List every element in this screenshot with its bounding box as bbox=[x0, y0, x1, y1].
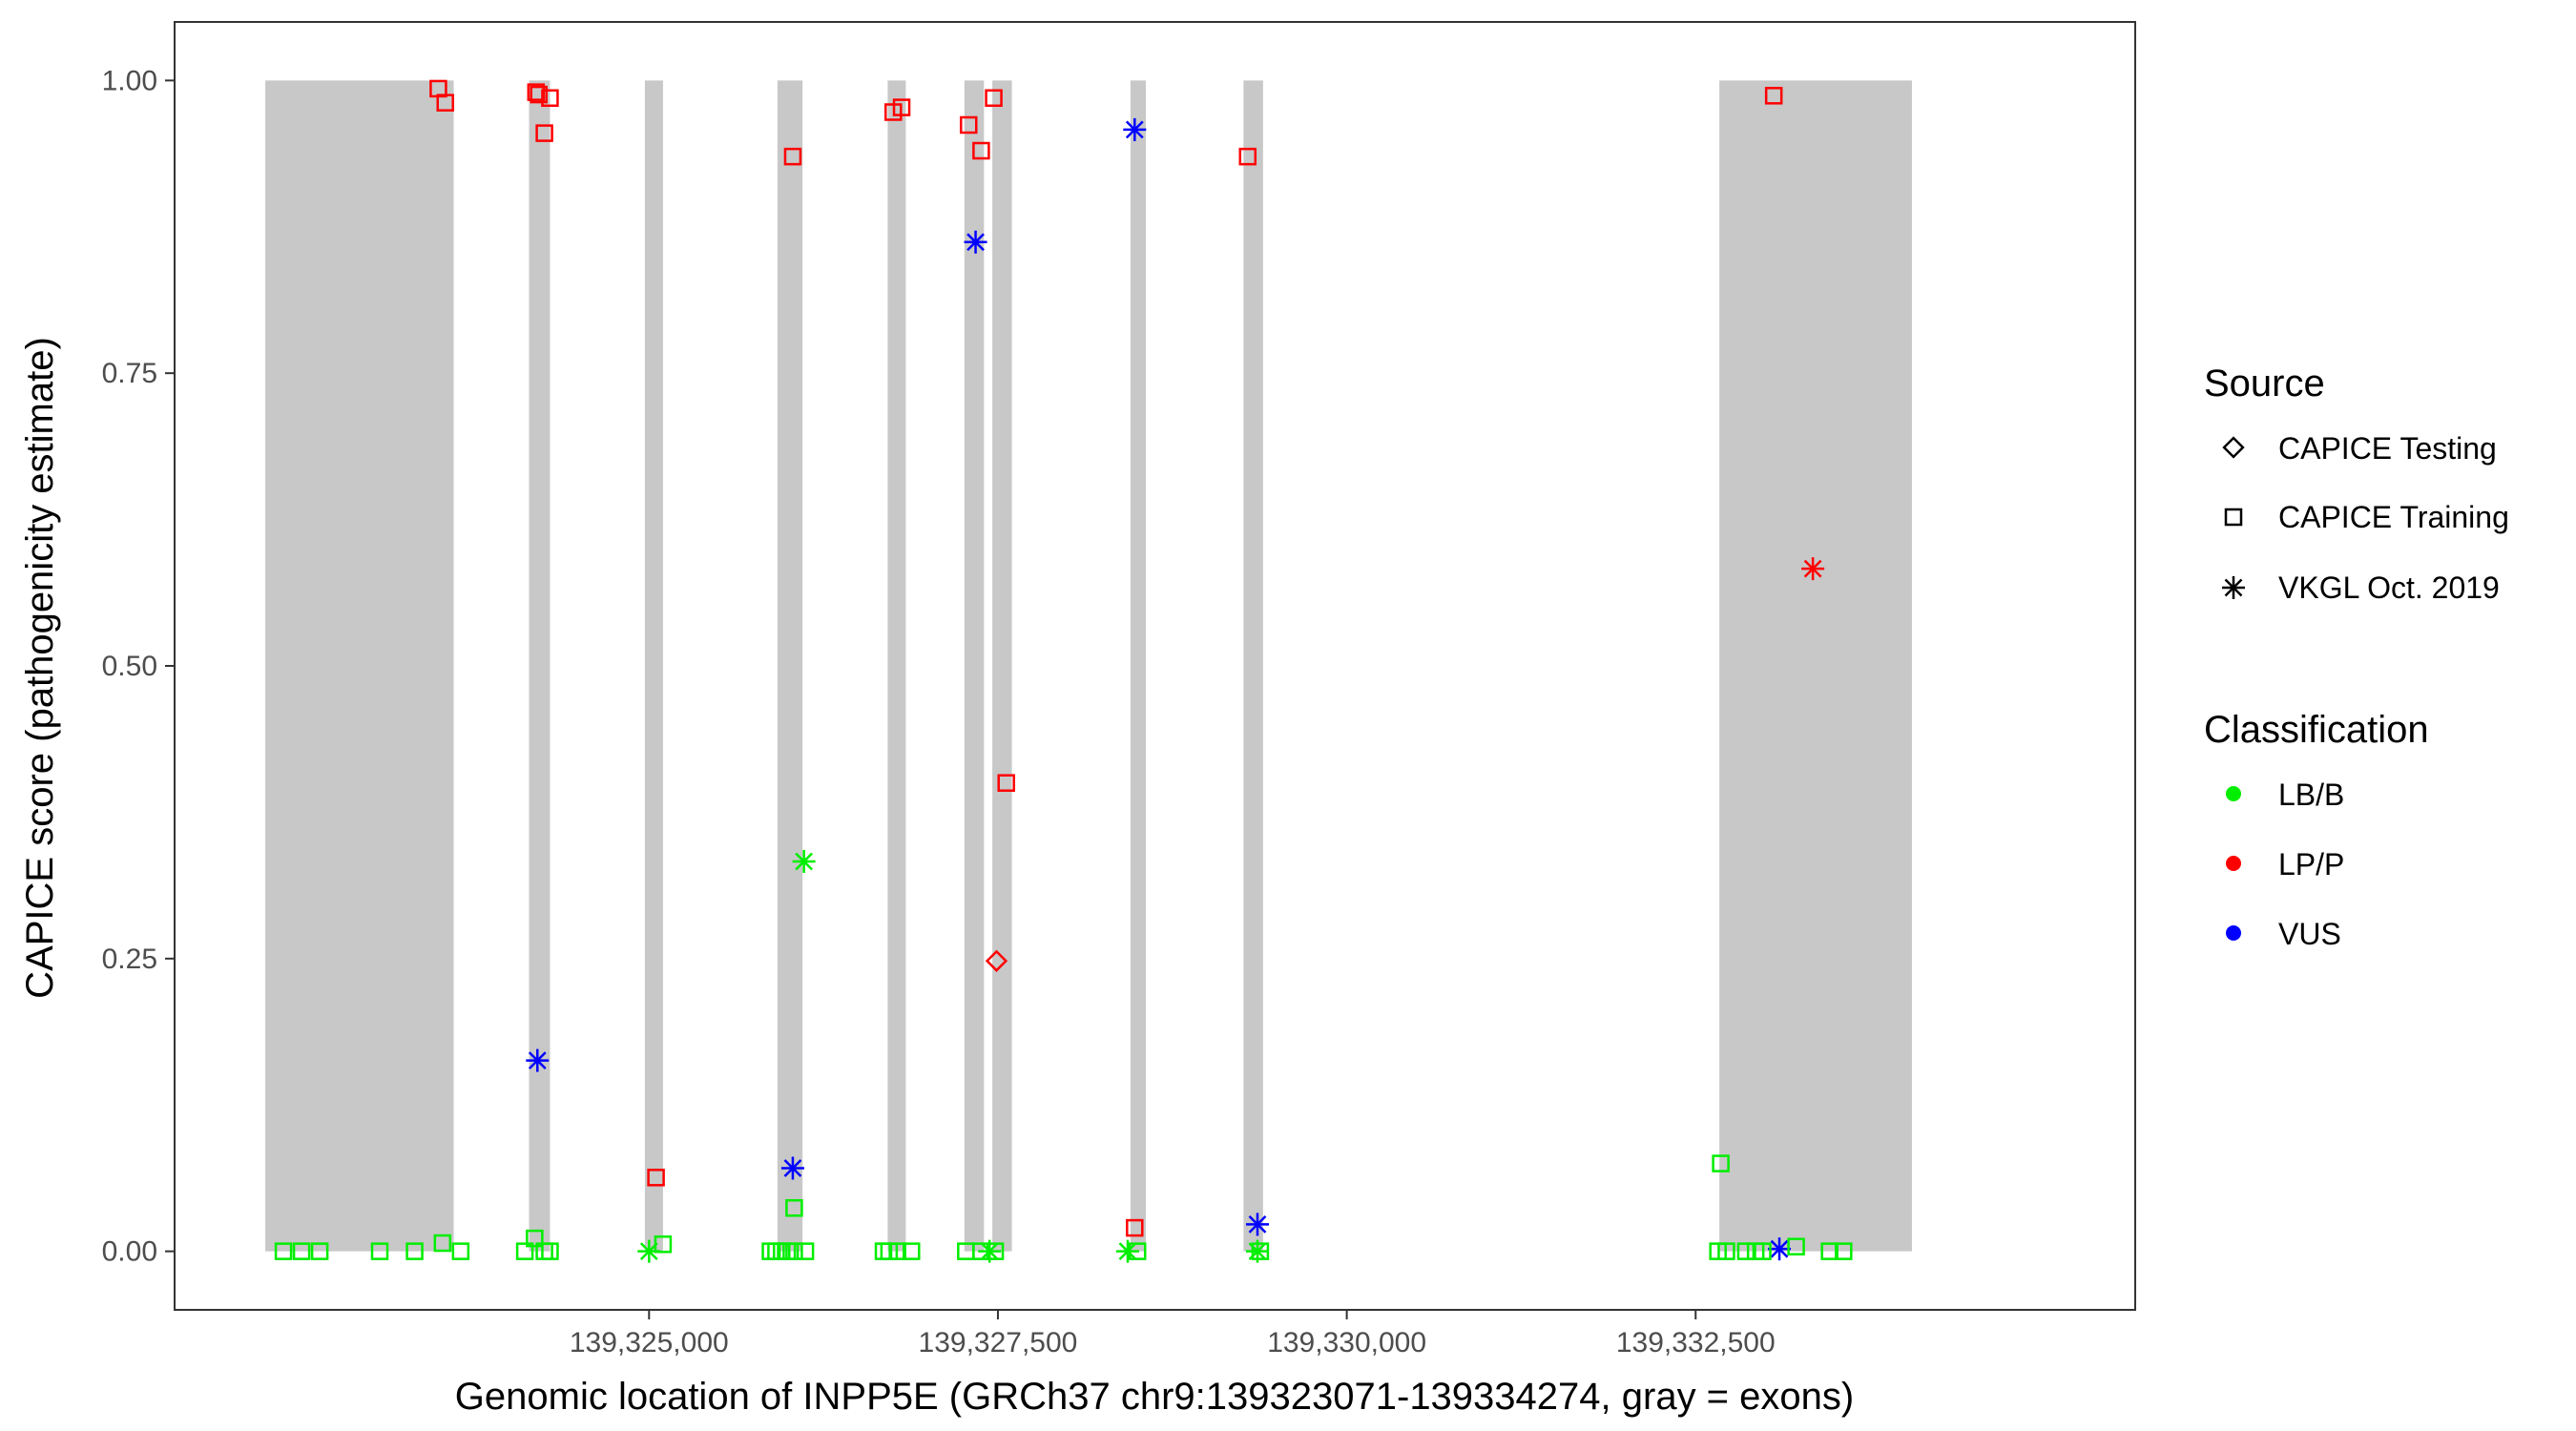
x-tick-label: 139,332,500 bbox=[1616, 1327, 1776, 1358]
axes: 139,325,000 139,327,500 139,330,000 139,332… bbox=[102, 65, 1776, 1358]
data-point-16-square bbox=[1238, 147, 1257, 166]
data-point-11-square bbox=[959, 115, 978, 135]
legend-item-vus: VUS bbox=[2226, 917, 2341, 951]
legend-key-red-dot-icon bbox=[2226, 856, 2241, 871]
data-point-14-square bbox=[997, 774, 1015, 792]
data-point-27-square bbox=[785, 1198, 803, 1217]
data-point-48-square bbox=[796, 1242, 815, 1260]
data-point-51-square bbox=[888, 1242, 906, 1260]
y-axis-title: CAPICE score (pathogenicity estimate) bbox=[19, 337, 61, 999]
data-point-26-asterisk bbox=[792, 849, 816, 873]
y-tick-label: 0.75 bbox=[102, 358, 157, 389]
data-point-36-square bbox=[370, 1242, 389, 1260]
exon-band-6 bbox=[964, 80, 985, 1252]
legend-key-diamond-icon bbox=[2222, 436, 2245, 459]
data-point-25-asterisk bbox=[1768, 1237, 1792, 1261]
legend-item-lb-b: LB/B bbox=[2226, 778, 2344, 812]
exon-band-10 bbox=[1719, 80, 1912, 1252]
exon-band-8 bbox=[1130, 80, 1146, 1252]
x-tick-label: 139,330,000 bbox=[1267, 1327, 1426, 1358]
data-point-66-square bbox=[1820, 1242, 1839, 1260]
y-tick-label: 0.50 bbox=[102, 651, 157, 682]
data-point-33-square bbox=[274, 1242, 293, 1260]
exon-band-4 bbox=[777, 80, 803, 1252]
data-point-37-square bbox=[405, 1242, 424, 1260]
data-point-3-square bbox=[527, 83, 546, 101]
data-point-57-asterisk bbox=[1115, 1239, 1139, 1263]
legend-key-square-icon bbox=[2224, 508, 2243, 527]
data-points bbox=[274, 79, 1853, 1263]
data-point-19-asterisk bbox=[1801, 557, 1825, 581]
data-point-52-square bbox=[903, 1242, 921, 1260]
data-point-34-square bbox=[292, 1242, 311, 1260]
legend-item-lp-p: LP/P bbox=[2226, 847, 2344, 881]
exon-band-7 bbox=[992, 80, 1012, 1252]
legend-key-green-dot-icon bbox=[2226, 786, 2241, 801]
legend-label-lb-b: LB/B bbox=[2278, 778, 2344, 812]
data-point-18-diamond bbox=[985, 949, 1008, 972]
legend-label-lp-p: LP/P bbox=[2278, 847, 2344, 881]
y-tick-label: 1.00 bbox=[102, 65, 157, 96]
data-point-5-square bbox=[541, 89, 559, 108]
y-tick-label: 0.25 bbox=[102, 944, 157, 975]
legend-item-capice-testing: CAPICE Testing bbox=[2222, 431, 2497, 466]
legend: Source CAPICE Testing CAPICE Training VK… bbox=[2204, 363, 2509, 951]
data-point-21-asterisk bbox=[780, 1156, 804, 1180]
data-point-2-square bbox=[436, 93, 455, 112]
data-point-42-asterisk bbox=[637, 1239, 661, 1263]
data-point-17-square bbox=[1764, 87, 1783, 105]
data-point-22-asterisk bbox=[964, 230, 987, 254]
data-point-13-square bbox=[985, 89, 1003, 108]
legend-label-vus: VUS bbox=[2278, 917, 2341, 951]
legend-label-vkgl: VKGL Oct. 2019 bbox=[2278, 570, 2500, 605]
exon-band-3 bbox=[644, 80, 663, 1252]
data-point-38-square bbox=[451, 1242, 470, 1260]
x-axis-title: Genomic location of INPP5E (GRCh37 chr9:… bbox=[455, 1376, 1854, 1418]
data-point-6-square bbox=[535, 124, 553, 142]
data-point-12-square bbox=[972, 141, 990, 160]
data-point-58-square bbox=[1128, 1242, 1147, 1260]
data-point-23-asterisk bbox=[1123, 117, 1147, 141]
data-point-32-square bbox=[1787, 1237, 1805, 1255]
data-point-35-square bbox=[310, 1242, 329, 1260]
exon-band-2 bbox=[529, 80, 551, 1252]
data-point-7-square bbox=[647, 1169, 665, 1187]
data-point-43-square bbox=[761, 1242, 779, 1260]
legend-label-capice-testing: CAPICE Testing bbox=[2278, 431, 2497, 466]
data-point-29-square bbox=[526, 1229, 544, 1248]
exon-band-5 bbox=[887, 80, 906, 1252]
legend-key-blue-dot-icon bbox=[2226, 925, 2241, 941]
data-point-28-square bbox=[1712, 1154, 1730, 1172]
legend-label-capice-training: CAPICE Training bbox=[2278, 500, 2509, 534]
legend-source-title: Source bbox=[2204, 363, 2325, 404]
data-point-24-asterisk bbox=[1246, 1213, 1270, 1236]
data-point-47-square bbox=[785, 1242, 803, 1260]
data-point-65-square bbox=[1754, 1242, 1772, 1260]
data-point-56-square bbox=[986, 1242, 1005, 1260]
data-point-60-square bbox=[1251, 1242, 1270, 1260]
y-tick-label: 0.00 bbox=[102, 1236, 157, 1268]
exon-bands bbox=[265, 80, 1912, 1252]
data-point-39-square bbox=[515, 1242, 534, 1260]
data-point-30-square bbox=[433, 1234, 452, 1253]
data-point-8-square bbox=[783, 147, 802, 166]
legend-item-vkgl: VKGL Oct. 2019 bbox=[2222, 570, 2500, 605]
legend-key-asterisk-icon bbox=[2222, 576, 2245, 599]
data-point-20-asterisk bbox=[526, 1048, 550, 1072]
exon-band-1 bbox=[265, 80, 454, 1252]
x-tick-label: 139,327,500 bbox=[919, 1327, 1078, 1358]
data-point-15-square bbox=[1126, 1218, 1144, 1237]
x-tick-label: 139,325,000 bbox=[570, 1327, 729, 1358]
data-point-10-square bbox=[892, 98, 911, 116]
data-point-62-square bbox=[1717, 1242, 1735, 1260]
data-point-41-square bbox=[541, 1242, 559, 1260]
data-point-4-square bbox=[530, 85, 548, 104]
data-point-67-square bbox=[1835, 1242, 1853, 1260]
legend-classification-title: Classification bbox=[2204, 709, 2429, 751]
exon-band-9 bbox=[1243, 80, 1263, 1252]
legend-item-capice-training: CAPICE Training bbox=[2224, 500, 2509, 534]
data-point-63-square bbox=[1736, 1242, 1755, 1260]
